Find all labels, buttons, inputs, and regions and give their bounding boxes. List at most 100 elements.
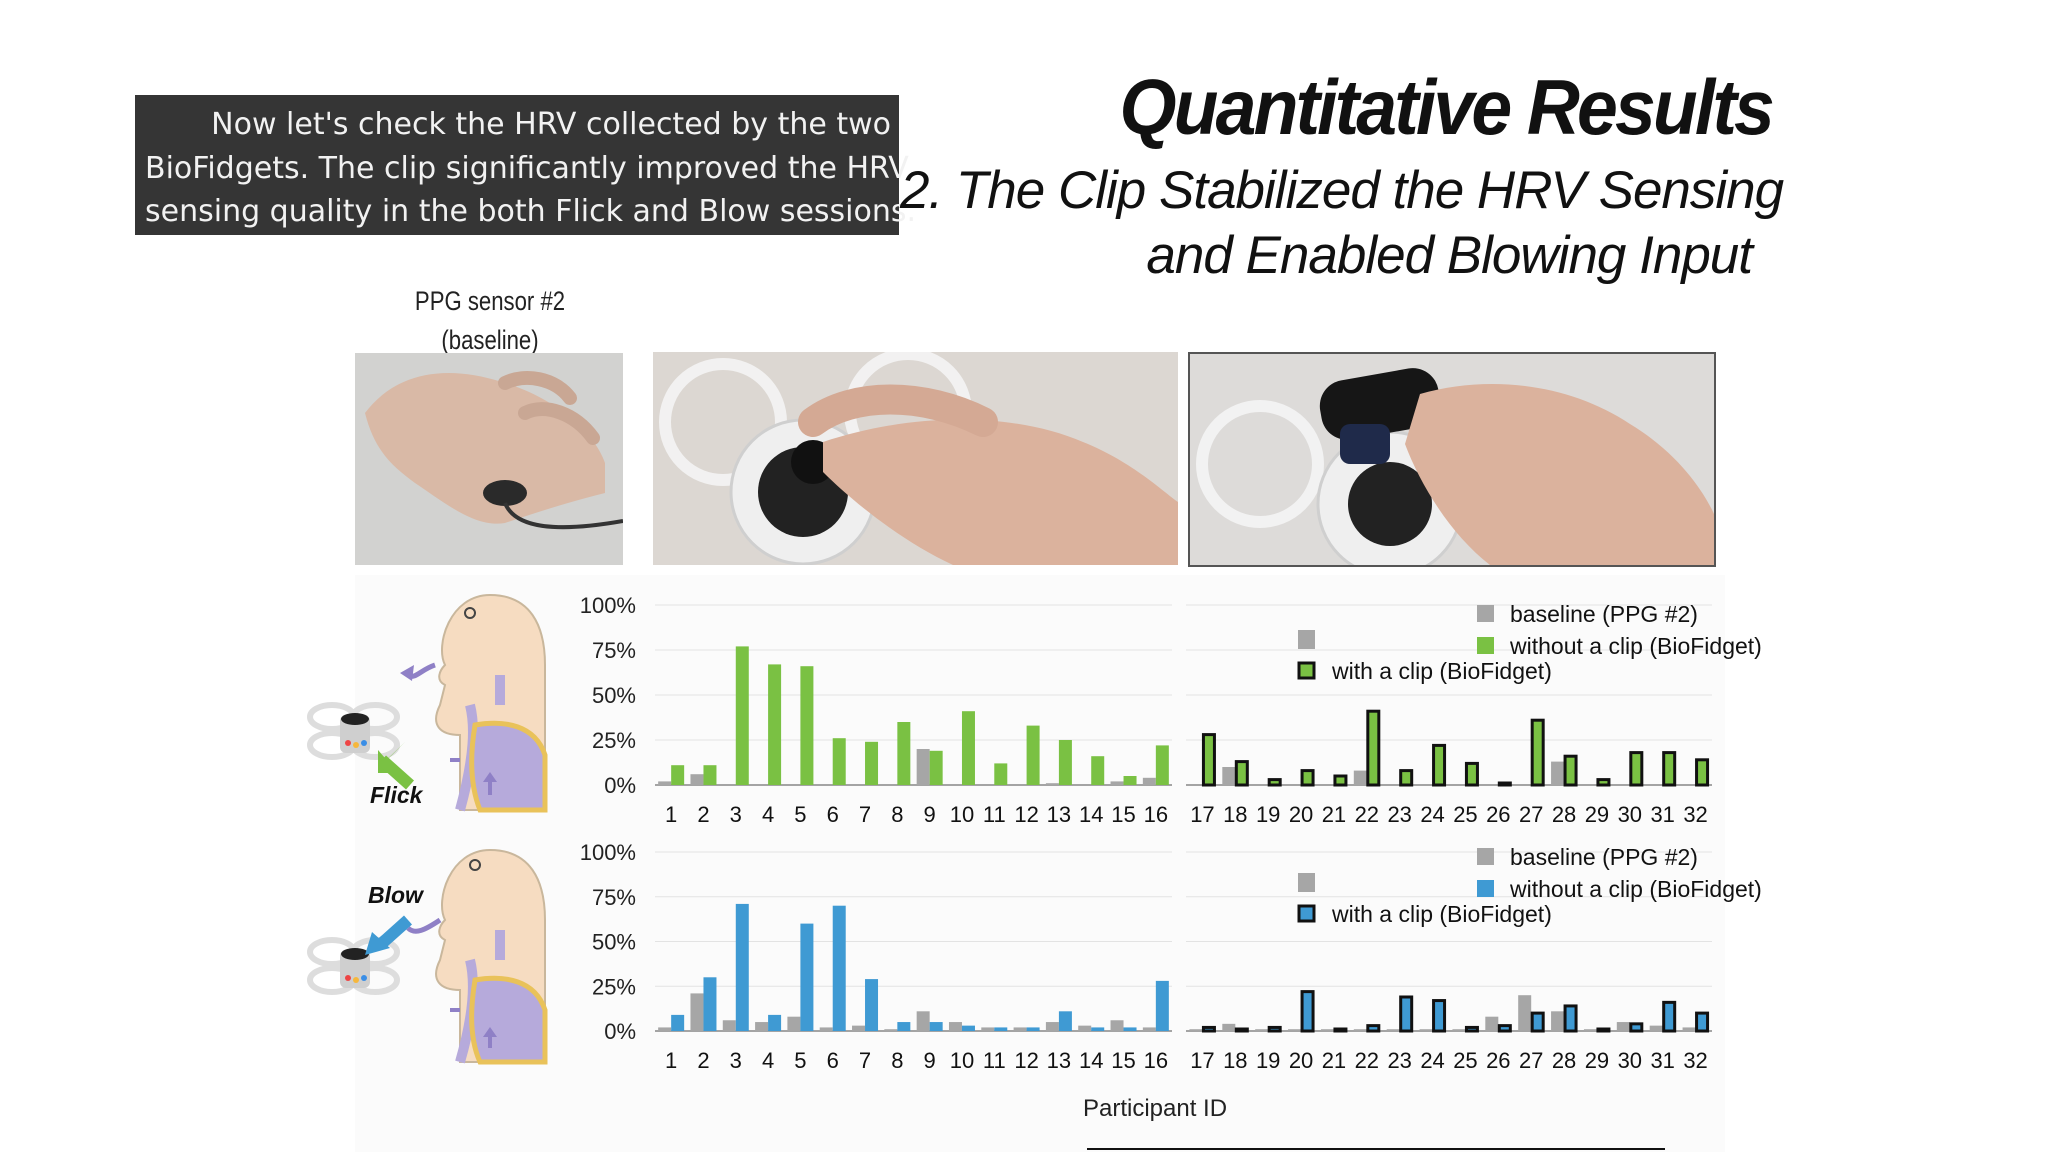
x-tick-label: 4: [762, 802, 774, 827]
bar-baseline: [1189, 1029, 1203, 1031]
bar-without-clip: [832, 905, 846, 1031]
bar-without-clip: [671, 1014, 685, 1031]
bar-baseline: [1142, 1027, 1156, 1031]
slide-title: Quantitative Results: [1119, 63, 1774, 151]
x-tick-label: 12: [1014, 802, 1038, 827]
x-tick-label: 23: [1387, 802, 1411, 827]
flick-label: Flick: [370, 782, 423, 808]
x-tick-label: 5: [794, 1048, 806, 1073]
x-tick-label: 16: [1144, 802, 1168, 827]
bar-without-clip: [865, 979, 879, 1031]
bar-with-clip: [1695, 758, 1710, 787]
legend-swatch-baseline: [1477, 605, 1494, 622]
x-tick-label: 9: [924, 1048, 936, 1073]
y-tick-label: 25%: [592, 728, 636, 753]
bar-with-clip: [1596, 1027, 1611, 1033]
x-tick-label: 32: [1683, 1048, 1707, 1073]
bar-without-clip: [800, 923, 814, 1031]
bar-baseline: [1045, 783, 1059, 785]
bar-with-clip: [1563, 1004, 1578, 1033]
x-tick-label: 2: [697, 1048, 709, 1073]
bar-baseline: [658, 1027, 672, 1031]
bar-without-clip: [832, 738, 846, 785]
x-tick-label: 15: [1111, 1048, 1135, 1073]
bar-with-clip: [1300, 769, 1315, 787]
bar-without-clip: [897, 722, 911, 785]
flick-illustration: [300, 585, 560, 815]
bar-without-clip: [961, 711, 975, 785]
bar-with-clip: [1267, 1025, 1282, 1033]
bar-with-clip: [1596, 778, 1611, 787]
bar-baseline: [1288, 1029, 1302, 1031]
bar-baseline: [1452, 1029, 1466, 1031]
legend-swatch-baseline-small: [1298, 630, 1315, 649]
bar-with-clip: [1333, 774, 1348, 787]
bar-baseline: [1518, 995, 1532, 1031]
legend-label-without-clip: without a clip (BioFidget): [1509, 633, 1762, 659]
bar-with-clip: [1333, 1027, 1348, 1033]
y-tick-label: 50%: [592, 683, 636, 708]
subtitle-line: 2. The Clip Stabilized the HRV Sensing: [900, 161, 1784, 220]
x-tick-label: 21: [1322, 1048, 1346, 1073]
x-tick-label: 17: [1190, 802, 1214, 827]
bar-baseline: [1649, 1025, 1663, 1031]
bar-baseline: [690, 774, 704, 785]
bar-baseline: [819, 1027, 833, 1031]
bar-without-clip: [735, 903, 749, 1031]
bar-without-clip: [768, 1014, 782, 1031]
bar-without-clip: [1123, 1027, 1137, 1031]
bar-baseline: [1682, 1027, 1696, 1031]
bar-without-clip: [1091, 756, 1105, 785]
bar-baseline: [1013, 1027, 1027, 1031]
bar-baseline: [690, 993, 704, 1031]
x-tick-label: 11: [983, 1048, 1006, 1073]
bar-baseline: [1142, 777, 1156, 785]
legend-label-baseline: baseline (PPG #2): [1510, 844, 1698, 870]
x-tick-label: 6: [827, 1048, 839, 1073]
x-tick-label: 32: [1683, 802, 1707, 827]
x-tick-label: 12: [1014, 1048, 1038, 1073]
legend-swatch-with-clip: [1297, 904, 1316, 923]
bar-baseline: [1551, 1011, 1565, 1031]
x-tick-label: 8: [891, 1048, 903, 1073]
x-tick-label: 22: [1355, 1048, 1379, 1073]
y-tick-label: 100%: [580, 593, 636, 618]
x-tick-label: 11: [983, 802, 1006, 827]
bar-with-clip: [1530, 718, 1545, 787]
x-tick-label: 13: [1047, 802, 1071, 827]
bar-baseline: [1583, 1029, 1597, 1031]
bar-baseline: [948, 1022, 962, 1031]
bar-without-clip: [703, 977, 717, 1031]
x-axis-title: Participant ID: [1082, 1095, 1228, 1122]
bar-with-clip: [1497, 781, 1512, 787]
figure-background: [355, 575, 1725, 1152]
bar-with-clip: [1695, 1011, 1710, 1033]
legend-label-with-clip: with a clip (BioFidget): [1331, 658, 1552, 684]
bar-baseline: [1110, 781, 1124, 785]
legend-swatch-without-clip: [1477, 880, 1494, 897]
bar-baseline: [1353, 1029, 1367, 1031]
bar-without-clip: [994, 763, 1008, 785]
bar-baseline: [852, 1025, 866, 1031]
legend-label-without-clip: without a clip (BioFidget): [1509, 876, 1762, 902]
y-tick-label: 25%: [592, 974, 636, 999]
bar-baseline: [1222, 1023, 1236, 1031]
bar-baseline: [884, 1029, 898, 1031]
x-tick-label: 3: [730, 1048, 742, 1073]
bar-baseline: [1485, 1016, 1499, 1031]
bar-with-clip: [1464, 1025, 1479, 1033]
bar-baseline: [916, 749, 930, 785]
x-tick-label: 25: [1453, 1048, 1477, 1073]
x-tick-label: 24: [1420, 802, 1444, 827]
caption-line: sensing quality in the both Flick and Bl…: [145, 194, 917, 229]
bar-without-clip: [929, 750, 943, 785]
photo-label-line: PPG sensor #2: [414, 286, 566, 316]
x-tick-label: 10: [950, 1048, 974, 1073]
bar-baseline: [916, 1011, 930, 1031]
bar-without-clip: [671, 765, 685, 785]
bar-baseline: [1551, 761, 1565, 785]
bar-with-clip: [1563, 754, 1578, 787]
bar-baseline: [1353, 770, 1367, 785]
bar-with-clip: [1267, 778, 1282, 787]
x-tick-label: 20: [1289, 1048, 1313, 1073]
